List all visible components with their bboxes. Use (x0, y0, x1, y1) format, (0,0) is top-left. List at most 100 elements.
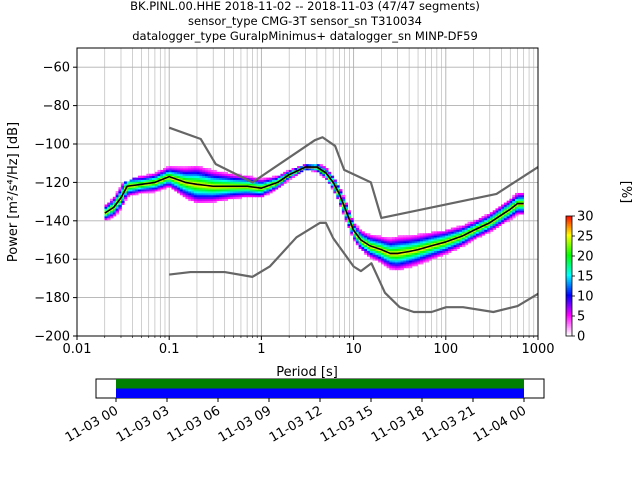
density-cell (517, 196, 522, 200)
density-cell (227, 192, 231, 196)
density-cell (230, 181, 234, 184)
density-cell (327, 171, 332, 175)
density-cell (146, 175, 150, 178)
density-cell (442, 231, 446, 234)
density-cell (470, 223, 474, 226)
density-cell (369, 237, 374, 240)
density-cell (501, 221, 505, 225)
density-cell (498, 221, 502, 225)
density-cell (347, 212, 351, 215)
density-cell (274, 177, 279, 180)
density-cell (322, 166, 326, 169)
density-cell (467, 223, 471, 226)
density-cell (425, 256, 430, 259)
coverage-tick-label: 11-03 18 (369, 403, 427, 445)
colorbar-segment (566, 280, 572, 283)
density-cell (341, 212, 346, 215)
density-cell (392, 242, 396, 246)
density-cell (218, 177, 223, 180)
density-cell (263, 179, 268, 182)
noise-model-high (168, 126, 539, 220)
density-cell (470, 231, 474, 234)
density-cell (378, 258, 382, 261)
density-cell (336, 194, 340, 198)
density-cell (459, 239, 463, 242)
density-cell (227, 191, 231, 194)
density-cell (397, 244, 402, 248)
density-cell (107, 212, 111, 215)
density-cell (202, 189, 206, 192)
density-cell (439, 254, 444, 257)
density-cell (227, 196, 231, 200)
density-cell (461, 244, 466, 248)
density-cell (224, 192, 228, 196)
density-cell (375, 242, 379, 246)
density-cell (481, 233, 485, 236)
density-cell (244, 194, 248, 198)
density-cell (487, 223, 491, 226)
density-cell (274, 183, 279, 186)
density-cell (151, 185, 156, 188)
density-cell (280, 181, 284, 184)
density-cell (347, 225, 351, 228)
density-cell (168, 169, 173, 173)
density-cell (400, 260, 404, 263)
density-cell (375, 254, 379, 257)
density-cell (154, 171, 159, 175)
density-cell (297, 171, 301, 175)
density-cell (171, 173, 175, 177)
density-cell (143, 189, 147, 192)
density-cell (392, 262, 396, 265)
density-cell (146, 187, 150, 190)
density-cell (478, 235, 483, 238)
density-cell (406, 235, 410, 238)
density-cell (361, 239, 365, 242)
density-cell (400, 250, 404, 253)
density-cell (182, 175, 187, 178)
density-cell (174, 185, 178, 188)
density-cell (168, 168, 173, 171)
density-cell (112, 208, 117, 211)
density-cell (188, 177, 192, 180)
density-cell (216, 196, 220, 200)
density-cell (484, 231, 488, 234)
y-tick-label: −80 (43, 99, 70, 114)
density-cell (461, 237, 466, 240)
density-cell (411, 254, 416, 257)
density-cell (177, 173, 181, 177)
density-cell (235, 194, 240, 198)
density-cell (428, 237, 432, 240)
density-cell (191, 166, 195, 169)
density-cell (515, 194, 519, 198)
density-cell (157, 173, 161, 177)
colorbar-segment (566, 300, 572, 303)
density-cell (515, 214, 519, 217)
density-cell (188, 191, 192, 194)
density-cell (492, 221, 497, 225)
density-cell (224, 171, 228, 175)
density-cell (422, 254, 427, 257)
density-cell (428, 235, 432, 238)
density-cell (380, 239, 385, 242)
density-cell (450, 242, 455, 246)
density-cell (191, 175, 195, 178)
density-cell (196, 189, 201, 192)
density-cell (246, 192, 251, 196)
density-cell (104, 204, 108, 207)
density-cell (355, 237, 360, 240)
density-cell (283, 171, 287, 175)
density-cell (121, 185, 125, 188)
density-cell (442, 248, 446, 251)
density-cell (422, 235, 427, 238)
density-cell (417, 252, 421, 255)
density-cell (121, 187, 125, 190)
density-cell (121, 183, 125, 186)
density-cell (517, 200, 522, 203)
density-cell (375, 250, 379, 253)
colorbar-segment (566, 226, 572, 229)
density-cell (484, 225, 488, 228)
density-cell (151, 177, 156, 180)
density-cell (124, 198, 128, 202)
density-cell (445, 246, 449, 250)
density-cell (110, 210, 114, 213)
